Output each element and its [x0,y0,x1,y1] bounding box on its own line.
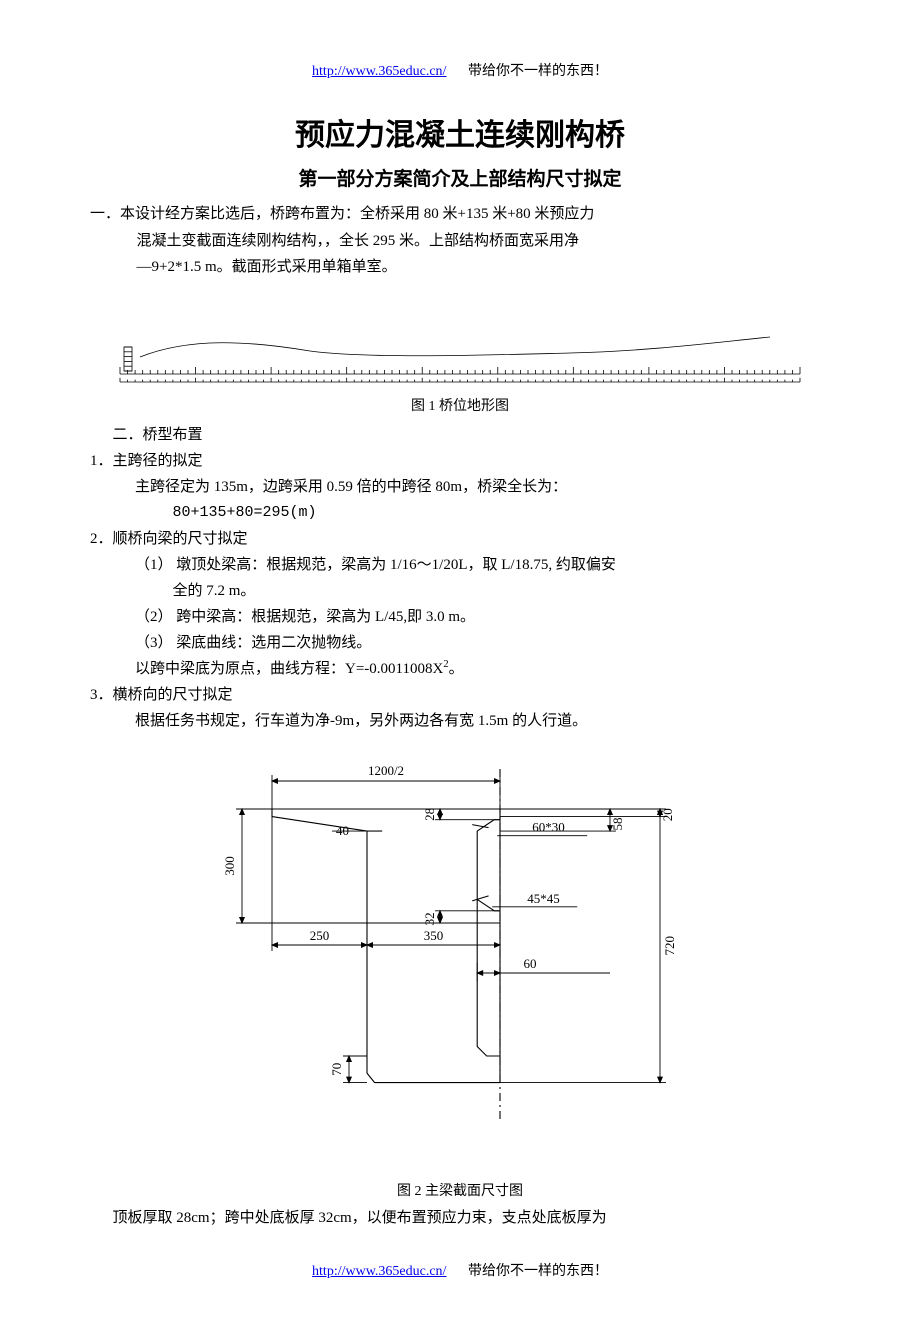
page-footer: http://www.365educ.cn/ 带给你不一样的东西！ [90,1260,830,1280]
figure-2-caption: 图 2 主梁截面尺寸图 [90,1180,830,1200]
item-2-p1b: 全的 7.2 m。 [90,579,830,603]
terrain-svg [110,329,810,389]
intro-line-2: 混凝土变截面连续刚构结构，，全长 295 米。上部结构桥面宽采用净 [90,230,830,253]
header-url-link[interactable]: http://www.365educ.cn/ [312,64,446,79]
item-3-line-1: 根据任务书规定，行车道为净-9m，另外两边各有宽 1.5m 的人行道。 [90,709,830,733]
intro-line-3: —9+2*1.5 m。截面形式采用单箱单室。 [90,256,830,279]
item-2-heading: 2．顺桥向梁的尺寸拟定 [90,527,830,551]
svg-text:32: 32 [422,912,437,925]
figure-2-cross-section: 1200/23002503504060*3045*452832205872060… [90,739,830,1200]
svg-text:350: 350 [424,928,444,943]
bottom-paragraph: 顶板厚取 28cm；跨中处底板厚 32cm，以便布置预应力束，支点处底板厚为 [90,1206,830,1230]
item-2-p3: （3） 梁底曲线：选用二次抛物线。 [90,631,830,655]
svg-text:300: 300 [222,856,237,876]
item-2-p1a: （1） 墩顶处梁高：根据规范，梁高为 1/16～1/20L，取 L/18.75,… [90,553,830,577]
item-2-p4-post: 。 [449,661,464,677]
svg-text:1200/2: 1200/2 [368,763,404,778]
section-2-heading: 二．桥型布置 [90,423,830,447]
document-title: 预应力混凝土连续刚构桥 [90,110,830,154]
item-1-line-2: 80+135+80=295(m) [90,501,830,525]
svg-text:70: 70 [329,1063,344,1076]
item-2-p4: 以跨中梁底为原点，曲线方程：Y=-0.0011008X2。 [90,657,830,681]
footer-suffix-text: 带给你不一样的东西！ [468,1264,608,1279]
item-1-line-1: 主跨径定为 135m，边跨采用 0.59 倍的中跨径 80m，桥梁全长为： [90,475,830,499]
figure-1-caption: 图 1 桥位地形图 [90,395,830,415]
svg-text:45*45: 45*45 [527,891,560,906]
item-3-heading: 3．横桥向的尺寸拟定 [90,683,830,707]
svg-text:720: 720 [662,936,677,956]
svg-text:28: 28 [422,808,437,821]
svg-text:250: 250 [310,928,330,943]
document-subtitle: 第一部分方案简介及上部结构尺寸拟定 [90,164,830,191]
intro-line-1: 一．本设计经方案比选后，桥跨布置为：全桥采用 80 米+135 米+80 米预应… [90,203,830,226]
item-2-p4-pre: 以跨中梁底为原点，曲线方程：Y=-0.0011008X [135,661,443,677]
figure-1-terrain: 图 1 桥位地形图 [90,329,830,415]
footer-url-link[interactable]: http://www.365educ.cn/ [312,1264,446,1279]
header-suffix-text: 带给你不一样的东西！ [468,64,608,79]
svg-text:58: 58 [610,817,625,830]
svg-text:60: 60 [524,956,537,971]
svg-text:60*30: 60*30 [532,819,565,834]
svg-text:40: 40 [336,823,349,838]
cross-section-svg: 1200/23002503504060*3045*452832205872060… [180,739,740,1169]
item-2-p2: （2） 跨中梁高：根据规范，梁高为 L/45,即 3.0 m。 [90,605,830,629]
page-header: http://www.365educ.cn/ 带给你不一样的东西！ [90,60,830,80]
item-1-heading: 1．主跨径的拟定 [90,449,830,473]
